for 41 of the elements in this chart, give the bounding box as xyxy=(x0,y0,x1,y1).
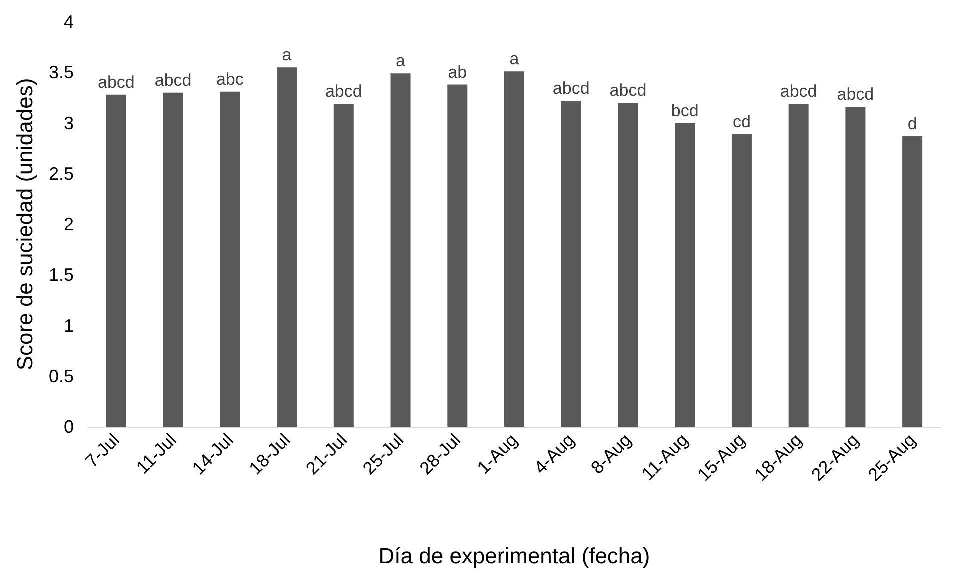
bar xyxy=(334,104,354,427)
annotation: cd xyxy=(732,112,751,132)
annotation: abcd xyxy=(98,72,135,92)
annotation: abcd xyxy=(552,78,590,98)
y-tick-label: 4 xyxy=(64,12,74,32)
annotation: d xyxy=(908,114,918,134)
bar xyxy=(902,136,923,427)
bar xyxy=(618,103,638,427)
y-tick-label: 0.5 xyxy=(48,366,74,386)
annotation: a xyxy=(396,52,406,71)
y-tick-label: 1 xyxy=(64,316,74,336)
bar xyxy=(504,72,524,427)
bar xyxy=(788,104,809,427)
bar xyxy=(846,107,866,427)
bar xyxy=(277,68,298,427)
y-axis-title: Score de suciedad (unidades) xyxy=(12,78,38,371)
annotation: abcd xyxy=(325,82,362,102)
y-tick-label: 2.5 xyxy=(48,164,74,184)
bar xyxy=(220,92,240,427)
bar xyxy=(732,134,752,427)
y-tick-label: 3 xyxy=(64,113,74,134)
annotation: a xyxy=(510,50,520,69)
bar xyxy=(390,74,411,427)
y-tick-label: 1.5 xyxy=(48,265,74,286)
x-axis-title: Día de experimental (fecha) xyxy=(378,544,650,568)
annotation: abc xyxy=(216,70,244,89)
annotation: ab xyxy=(448,62,468,82)
y-tick-label: 0 xyxy=(64,417,74,437)
bar xyxy=(163,92,184,427)
y-tick-label: 2 xyxy=(64,214,74,234)
annotation: bcd xyxy=(671,101,699,120)
annotation: abcd xyxy=(610,81,647,100)
bar xyxy=(448,84,468,427)
annotation: abcd xyxy=(837,85,874,104)
annotation: a xyxy=(282,46,292,65)
bar xyxy=(106,94,126,427)
y-tick-label: 3.5 xyxy=(48,62,74,83)
bar xyxy=(561,100,582,427)
annotation: abcd xyxy=(154,70,192,90)
bar xyxy=(675,123,696,427)
annotation: abcd xyxy=(780,82,818,102)
